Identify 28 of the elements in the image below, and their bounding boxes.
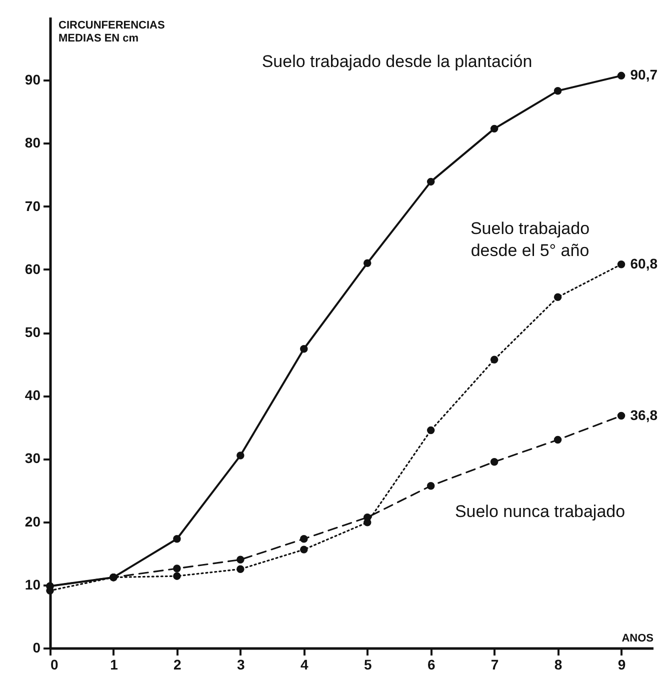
y-tick-label: 0 xyxy=(32,640,41,656)
series-label: Suelo trabajado desde la plantación xyxy=(262,52,532,71)
x-tick-label: 4 xyxy=(300,656,308,672)
x-tick-label: 5 xyxy=(364,656,372,672)
y-tick-label: 20 xyxy=(24,513,41,530)
x-tick-label: 6 xyxy=(427,656,436,672)
x-tick-label: 2 xyxy=(174,656,182,672)
x-tick-label: 8 xyxy=(554,656,562,672)
x-tick-label: 7 xyxy=(490,656,499,672)
x-tick-label: 9 xyxy=(618,656,626,672)
y-tick-label: 60 xyxy=(24,260,41,277)
x-tick-label: 1 xyxy=(110,656,118,672)
y-tick-label: 10 xyxy=(24,576,41,592)
y-tick-label: 80 xyxy=(24,134,41,151)
x-tick-label: 0 xyxy=(50,656,58,672)
y-tick-label: 50 xyxy=(24,324,41,340)
y-tick-label: 90 xyxy=(24,72,41,88)
x-axis-title: ANOS xyxy=(622,632,654,644)
y-tick-label: 70 xyxy=(24,198,41,214)
series-label: Suelo nunca trabajado xyxy=(454,502,626,521)
x-tick-label: 3 xyxy=(237,656,246,672)
data-label: 36,8 xyxy=(630,406,658,423)
y-tick-label: 40 xyxy=(24,387,41,404)
data-label: 90,7 xyxy=(630,66,658,83)
data-label: 60,8 xyxy=(630,255,658,272)
series-label: Suelo trabajado desde el 5° año xyxy=(470,219,590,260)
y-axis-title: CIRCUNFERENCIAS MEDIAS EN cm xyxy=(58,20,165,44)
y-tick-label: 30 xyxy=(24,450,41,466)
